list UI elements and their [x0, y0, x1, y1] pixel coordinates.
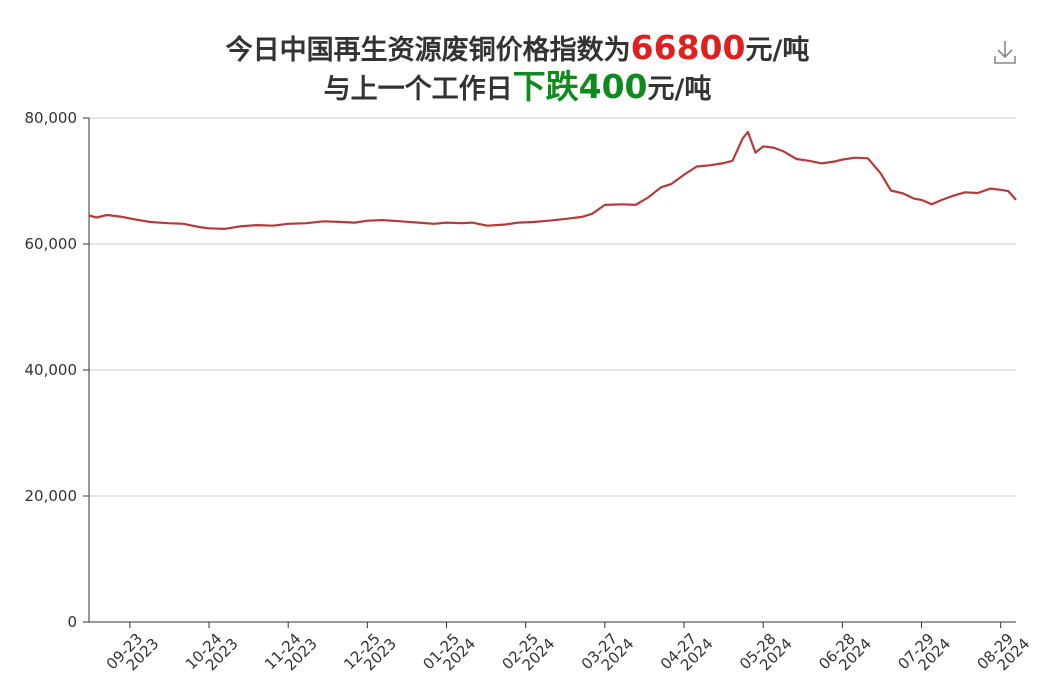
- download-icon: [994, 41, 1016, 64]
- title-unit-1: 元/吨: [745, 35, 810, 66]
- title-text-1: 今日中国再生资源废铜价格指数为: [225, 35, 631, 66]
- x-tick-label: 07-292024: [894, 624, 954, 684]
- x-tick-label: 03-272024: [578, 624, 638, 684]
- download-button[interactable]: [992, 38, 1018, 66]
- title-line-2: 与上一个工作日下跌400元/吨: [0, 69, 1035, 108]
- y-tick-label: 20,000: [25, 487, 78, 505]
- x-tick-label: 02-252024: [499, 624, 559, 684]
- x-tick-label: 12-252023: [340, 624, 400, 684]
- title-line-1: 今日中国再生资源废铜价格指数为66800元/吨: [0, 30, 1035, 69]
- x-tick-label: 04-272024: [657, 624, 717, 684]
- change-value: 400: [578, 67, 648, 106]
- x-tick-label: 10-242023: [182, 624, 242, 684]
- x-tick-label: 08-292024: [973, 624, 1033, 684]
- chart-title: 今日中国再生资源废铜价格指数为66800元/吨 与上一个工作日下跌400元/吨: [0, 30, 1035, 108]
- title-text-2: 与上一个工作日: [323, 74, 513, 105]
- x-tick-label: 09-232023: [103, 624, 163, 684]
- series-layer: [88, 130, 1017, 230]
- grid-lines: [89, 117, 1016, 497]
- y-tick-label: 60,000: [25, 235, 78, 253]
- y-tick-label: 80,000: [25, 109, 78, 127]
- y-tick-label: 40,000: [25, 361, 78, 379]
- y-tick-label: 0: [67, 613, 77, 631]
- axes: 0 20,000 40,000 60,000 80,000 09-232023 10-242…: [25, 109, 1034, 684]
- x-tick-label: 05-282024: [736, 624, 796, 684]
- price-series-line: [88, 130, 1017, 230]
- change-direction: 下跌: [512, 67, 579, 106]
- current-price-value: 66800: [630, 28, 746, 67]
- x-tick-label: 01-252024: [419, 624, 479, 684]
- title-unit-2: 元/吨: [647, 74, 712, 105]
- x-tick-label: 06-282024: [815, 624, 875, 684]
- x-tick-label: 11-242023: [261, 624, 321, 684]
